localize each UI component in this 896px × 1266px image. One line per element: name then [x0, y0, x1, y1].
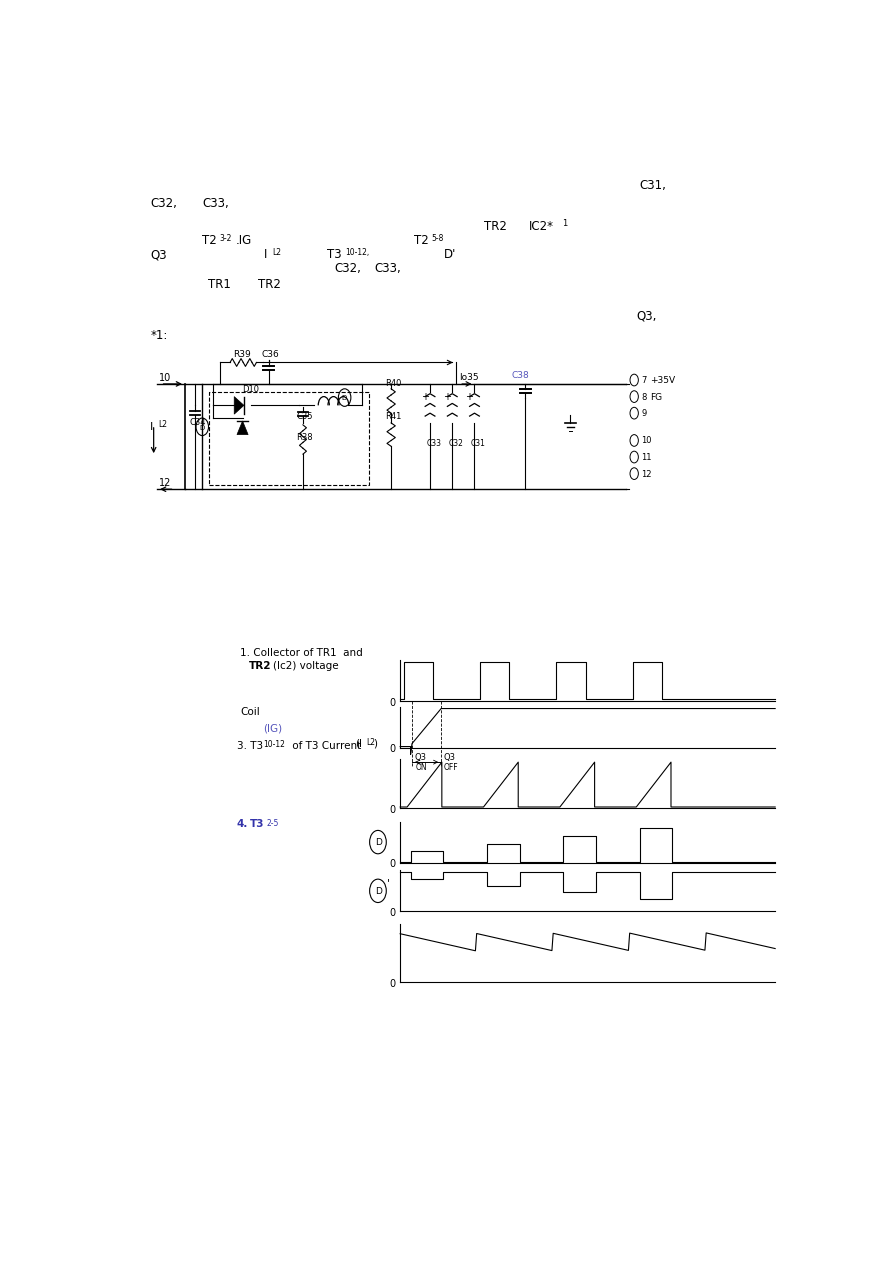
- Text: I: I: [263, 248, 267, 261]
- Text: R40: R40: [385, 379, 401, 387]
- Text: Q3: Q3: [444, 753, 455, 762]
- Text: ON: ON: [416, 763, 427, 772]
- Text: T2: T2: [202, 233, 217, 247]
- Text: C33: C33: [426, 439, 442, 448]
- Text: T3: T3: [327, 248, 342, 261]
- Text: 0: 0: [390, 860, 396, 870]
- Text: C32,: C32,: [334, 262, 361, 275]
- Text: I: I: [151, 422, 153, 432]
- Text: L2: L2: [159, 420, 168, 429]
- Text: FG: FG: [650, 394, 662, 403]
- Text: Q3,: Q3,: [636, 310, 657, 323]
- Text: 2-5: 2-5: [266, 819, 279, 828]
- Text: C35: C35: [296, 411, 313, 422]
- Text: 9: 9: [642, 409, 646, 418]
- Text: 5-8: 5-8: [432, 234, 444, 243]
- Polygon shape: [234, 396, 244, 414]
- Text: 3. T3: 3. T3: [237, 742, 263, 752]
- Text: T2: T2: [414, 233, 429, 247]
- Text: 7: 7: [642, 376, 647, 385]
- Text: Io35: Io35: [460, 373, 478, 382]
- Text: R39: R39: [234, 349, 251, 358]
- Text: 10: 10: [159, 373, 171, 384]
- Text: of T3 Current: of T3 Current: [289, 742, 361, 752]
- Text: D': D': [444, 248, 456, 261]
- Text: 0: 0: [390, 908, 396, 918]
- Text: +35V: +35V: [650, 376, 676, 385]
- Text: 1. Collector of TR1  and: 1. Collector of TR1 and: [240, 648, 363, 658]
- Text: 8: 8: [642, 392, 647, 401]
- Text: 0: 0: [390, 698, 396, 708]
- Text: 12: 12: [159, 479, 172, 489]
- Text: 1: 1: [562, 219, 567, 228]
- Bar: [210, 391, 369, 485]
- Text: C33,: C33,: [202, 196, 229, 209]
- Text: IC2*: IC2*: [529, 220, 554, 233]
- Text: TR2: TR2: [484, 220, 506, 233]
- Text: (IG): (IG): [263, 724, 282, 734]
- Text: C38: C38: [512, 371, 529, 380]
- Text: 10-12,: 10-12,: [345, 248, 369, 257]
- Text: C32: C32: [449, 439, 463, 448]
- Text: .IG: .IG: [236, 233, 252, 247]
- Text: *1:: *1:: [151, 329, 168, 342]
- Text: ): ): [373, 738, 377, 748]
- Text: R38: R38: [296, 433, 313, 442]
- Text: TR2: TR2: [258, 279, 280, 291]
- Text: 12: 12: [642, 470, 651, 479]
- Text: TR2: TR2: [249, 661, 271, 671]
- Text: D: D: [375, 886, 382, 896]
- Text: D10: D10: [243, 385, 260, 394]
- Text: (lc2) voltage: (lc2) voltage: [273, 661, 339, 671]
- Text: C31: C31: [471, 439, 486, 448]
- Text: 10-12: 10-12: [263, 739, 285, 748]
- Text: Q3: Q3: [414, 753, 426, 762]
- Text: D: D: [375, 838, 382, 847]
- Text: Coil: Coil: [240, 708, 260, 718]
- Text: 0: 0: [390, 744, 396, 755]
- Text: 3-2: 3-2: [219, 234, 231, 243]
- Text: C31,: C31,: [640, 179, 667, 192]
- Polygon shape: [237, 422, 248, 434]
- Text: L2: L2: [272, 248, 281, 257]
- Text: (I: (I: [355, 738, 362, 748]
- Text: +: +: [421, 391, 429, 401]
- Text: 10: 10: [642, 437, 651, 446]
- Text: C33,: C33,: [375, 262, 401, 275]
- Text: D: D: [200, 425, 205, 430]
- Text: 4.: 4.: [237, 819, 248, 829]
- Text: 0: 0: [390, 805, 396, 815]
- Text: 0: 0: [390, 980, 396, 989]
- Text: +: +: [465, 391, 473, 401]
- Text: +: +: [444, 391, 452, 401]
- Text: Q3: Q3: [151, 248, 167, 261]
- Text: R41: R41: [385, 411, 401, 422]
- Text: C36: C36: [262, 349, 279, 358]
- Text: OFF: OFF: [444, 763, 458, 772]
- Text: C32,: C32,: [151, 196, 177, 209]
- Text: T3: T3: [249, 819, 264, 829]
- Text: D: D: [342, 395, 347, 401]
- Text: 11: 11: [642, 453, 651, 462]
- Text: ': ': [387, 877, 390, 887]
- Text: TR1: TR1: [208, 279, 230, 291]
- Text: L2: L2: [366, 738, 375, 747]
- Text: C34: C34: [190, 418, 206, 427]
